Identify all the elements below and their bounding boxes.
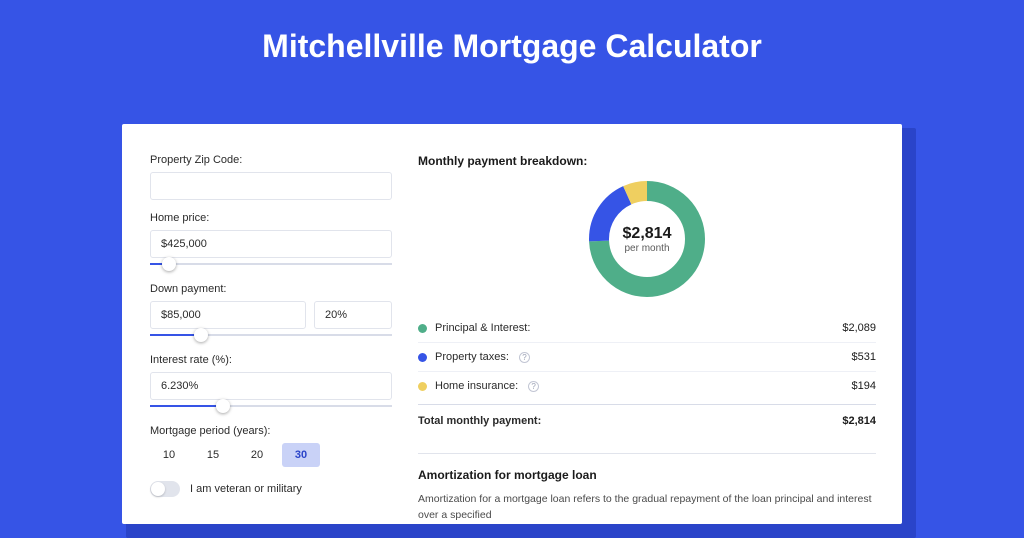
donut-wrap: $2,814 per month [418,178,876,300]
legend-label: Home insurance: [435,380,518,392]
amortization-section: Amortization for mortgage loan Amortizat… [418,453,876,524]
slider-line [150,263,392,265]
veteran-label: I am veteran or military [190,483,302,495]
legend-dot [418,353,427,362]
veteran-row: I am veteran or military [150,481,392,497]
down-input[interactable] [150,301,306,329]
breakdown-column: Monthly payment breakdown: $2,814 per mo… [418,154,876,524]
zip-label: Property Zip Code: [150,154,392,166]
toggle-knob [151,482,165,496]
price-slider[interactable] [150,257,392,271]
rate-label: Interest rate (%): [150,354,392,366]
price-block: Home price: [150,212,392,271]
period-btn-30[interactable]: 30 [282,443,320,467]
price-input[interactable] [150,230,392,258]
legend-dot [418,382,427,391]
legend-row: Property taxes:? $531 [418,342,876,371]
down-slider[interactable] [150,328,392,342]
rate-block: Interest rate (%): [150,354,392,413]
slider-thumb[interactable] [216,399,230,413]
slider-thumb[interactable] [194,328,208,342]
donut-chart: $2,814 per month [586,178,708,300]
down-label: Down payment: [150,283,392,295]
period-label: Mortgage period (years): [150,425,392,437]
donut-sub: per month [624,243,669,254]
rate-slider[interactable] [150,399,392,413]
info-icon[interactable]: ? [519,352,530,363]
down-pct-input[interactable] [314,301,392,329]
price-label: Home price: [150,212,392,224]
legend-total-row: Total monthly payment: $2,814 [418,404,876,435]
period-btn-15[interactable]: 15 [194,443,232,467]
amortization-body: Amortization for a mortgage loan refers … [418,492,876,524]
info-icon[interactable]: ? [528,381,539,392]
legend: Principal & Interest: $2,089 Property taxe… [418,314,876,400]
legend-value: $194 [852,380,876,392]
legend-dot [418,324,427,333]
legend-label: Property taxes: [435,351,509,363]
period-btn-20[interactable]: 20 [238,443,276,467]
down-block: Down payment: [150,283,392,342]
donut-value: $2,814 [623,225,672,243]
breakdown-title: Monthly payment breakdown: [418,154,876,168]
rate-input[interactable] [150,372,392,400]
legend-label: Principal & Interest: [435,322,530,334]
page-root: Mitchellville Mortgage Calculator Proper… [0,0,1024,512]
total-label: Total monthly payment: [418,415,541,427]
zip-input[interactable] [150,172,392,200]
calculator-card: Property Zip Code: Home price: Down paym… [122,124,902,524]
legend-value: $531 [852,351,876,363]
legend-row: Home insurance:? $194 [418,371,876,400]
period-block: Mortgage period (years): 10152030 [150,425,392,467]
amortization-title: Amortization for mortgage loan [418,468,876,482]
slider-thumb[interactable] [162,257,176,271]
period-btn-10[interactable]: 10 [150,443,188,467]
page-title: Mitchellville Mortgage Calculator [0,0,1024,65]
period-options: 10152030 [150,443,392,467]
legend-row: Principal & Interest: $2,089 [418,314,876,342]
zip-block: Property Zip Code: [150,154,392,200]
donut-center: $2,814 per month [586,178,708,300]
form-column: Property Zip Code: Home price: Down paym… [150,154,392,524]
total-value: $2,814 [842,415,876,427]
slider-fill [150,405,223,407]
veteran-toggle[interactable] [150,481,180,497]
legend-value: $2,089 [842,322,876,334]
